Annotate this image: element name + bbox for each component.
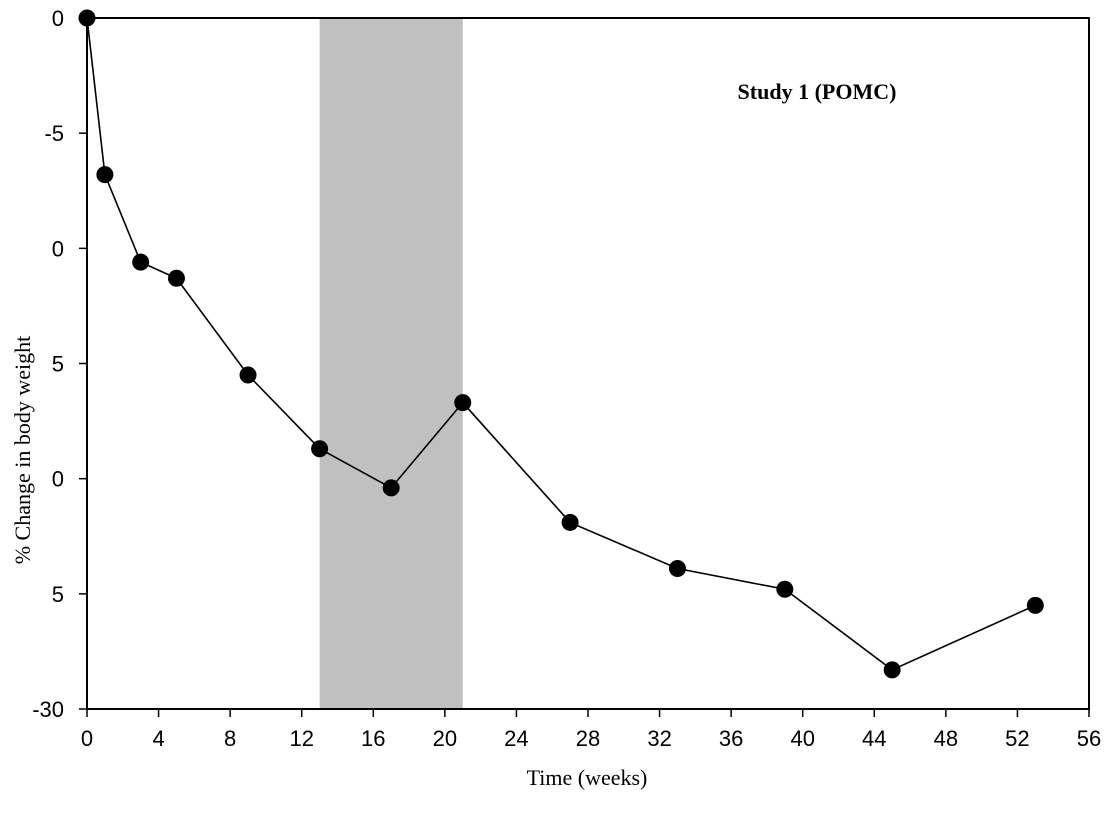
x-axis: 0 4 8 12 16 20 24 28 32 36 40 44 48 52 56 bbox=[81, 709, 1101, 751]
y-tick-label: 0 bbox=[52, 467, 64, 492]
x-tick-label: 8 bbox=[224, 726, 236, 751]
chart-annotation: Study 1 (POMC) bbox=[738, 79, 897, 104]
data-point bbox=[239, 366, 257, 384]
data-point bbox=[382, 479, 400, 497]
data-point bbox=[776, 580, 794, 598]
x-tick-label: 32 bbox=[647, 726, 671, 751]
series-line bbox=[86, 17, 1036, 671]
x-tick-label: 20 bbox=[433, 726, 457, 751]
y-tick-label: -30 bbox=[32, 697, 64, 722]
data-point bbox=[96, 166, 114, 184]
x-tick-label: 40 bbox=[790, 726, 814, 751]
data-point bbox=[167, 269, 185, 287]
shaded-region bbox=[319, 18, 463, 709]
x-tick-label: 52 bbox=[1005, 726, 1029, 751]
data-point bbox=[883, 661, 901, 679]
y-axis: 0 -5 0 5 0 5 -30 bbox=[32, 6, 87, 722]
plot-frame bbox=[86, 17, 1090, 710]
y-tick-label: -5 bbox=[44, 121, 64, 146]
x-tick-label: 12 bbox=[289, 726, 313, 751]
x-axis-title: Time (weeks) bbox=[527, 765, 648, 790]
data-point bbox=[454, 394, 472, 412]
data-point bbox=[1026, 596, 1044, 614]
y-tick-label: 5 bbox=[52, 582, 64, 607]
x-tick-label: 24 bbox=[504, 726, 528, 751]
y-tick-label: 0 bbox=[52, 236, 64, 261]
x-tick-label: 36 bbox=[719, 726, 743, 751]
y-tick-label: 5 bbox=[52, 352, 64, 377]
data-point bbox=[78, 9, 96, 27]
data-point bbox=[311, 440, 329, 458]
x-tick-label: 0 bbox=[81, 726, 93, 751]
data-point bbox=[561, 513, 579, 531]
y-axis-title: % Change in body weight bbox=[10, 336, 35, 565]
x-tick-label: 56 bbox=[1077, 726, 1101, 751]
x-tick-label: 44 bbox=[862, 726, 886, 751]
y-tick-label: 0 bbox=[52, 6, 64, 31]
x-tick-label: 48 bbox=[934, 726, 958, 751]
x-tick-label: 28 bbox=[576, 726, 600, 751]
data-point bbox=[132, 253, 150, 271]
data-point bbox=[668, 559, 686, 577]
x-tick-label: 4 bbox=[152, 726, 164, 751]
data-points bbox=[78, 9, 1044, 679]
x-tick-label: 16 bbox=[361, 726, 385, 751]
